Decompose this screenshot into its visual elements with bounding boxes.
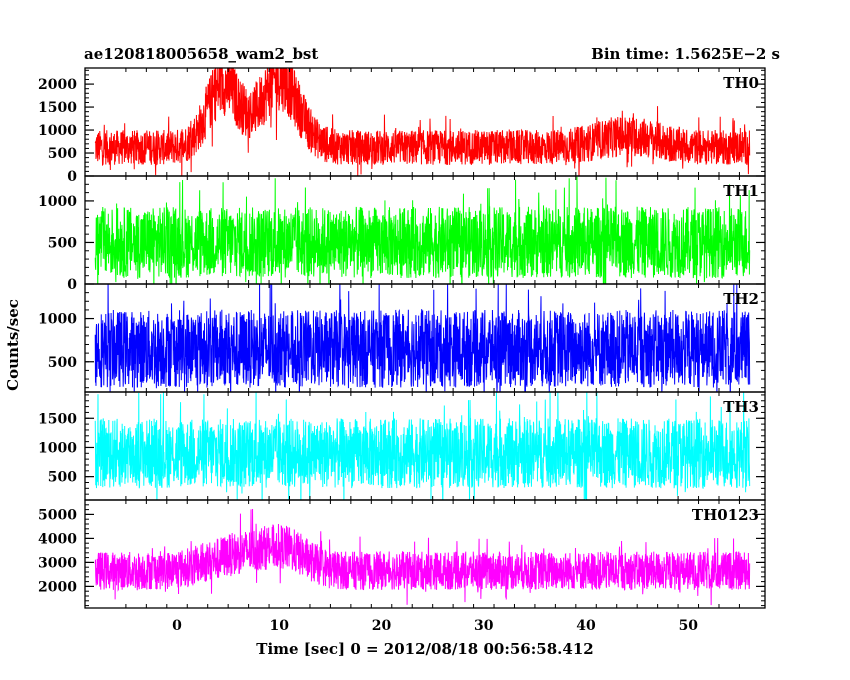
y-tick-label: 0 (67, 169, 77, 185)
y-tick-label: 1000 (38, 194, 77, 210)
bin-time-label: Bin time: 1.5625E−2 s (591, 45, 780, 63)
y-tick-label: 2000 (38, 77, 77, 93)
y-tick-label: 3000 (38, 555, 77, 571)
series-th0-line (94, 68, 751, 176)
y-tick-label: 500 (48, 355, 77, 371)
panel-label-th3: TH3 (723, 398, 759, 416)
series-th1-line (94, 176, 751, 284)
y-tick-label: 5000 (38, 507, 77, 523)
series-th3-line (94, 392, 751, 500)
y-tick-label: 2000 (38, 579, 77, 595)
panel-label-th2: TH2 (723, 290, 759, 308)
x-tick-label: 50 (679, 618, 699, 634)
x-tick-label: 10 (270, 618, 290, 634)
y-tick-label: 1000 (38, 312, 77, 328)
panel-label-th0123: TH0123 (692, 506, 759, 524)
y-tick-label: 0 (67, 277, 77, 293)
y-tick-label: 500 (48, 235, 77, 251)
series-th0123-line (94, 508, 751, 606)
curves-layer (94, 68, 751, 606)
y-axis-title: Counts/sec (4, 299, 22, 391)
x-axis-title: Time [sec] 0 = 2012/08/18 00:56:58.412 (256, 640, 593, 658)
y-tick-label: 1500 (38, 100, 77, 116)
y-tick-label: 1000 (38, 440, 77, 456)
panel-frame-th0123 (84, 499, 766, 609)
x-tick-label: 20 (372, 618, 392, 634)
x-tick-label: 0 (172, 618, 182, 634)
x-tick-label: 40 (576, 618, 596, 634)
y-tick-label: 500 (48, 470, 77, 486)
panel-label-th1: TH1 (723, 182, 759, 200)
series-th2-line (94, 284, 751, 392)
x-tick-label: 30 (474, 618, 494, 634)
panel-label-th0: TH0 (723, 74, 759, 92)
chart-title: ae120818005658_wam2_bst (84, 45, 318, 63)
y-tick-label: 1500 (38, 411, 77, 427)
y-tick-label: 1000 (38, 123, 77, 139)
y-tick-label: 4000 (38, 531, 77, 547)
y-tick-label: 500 (48, 146, 77, 162)
